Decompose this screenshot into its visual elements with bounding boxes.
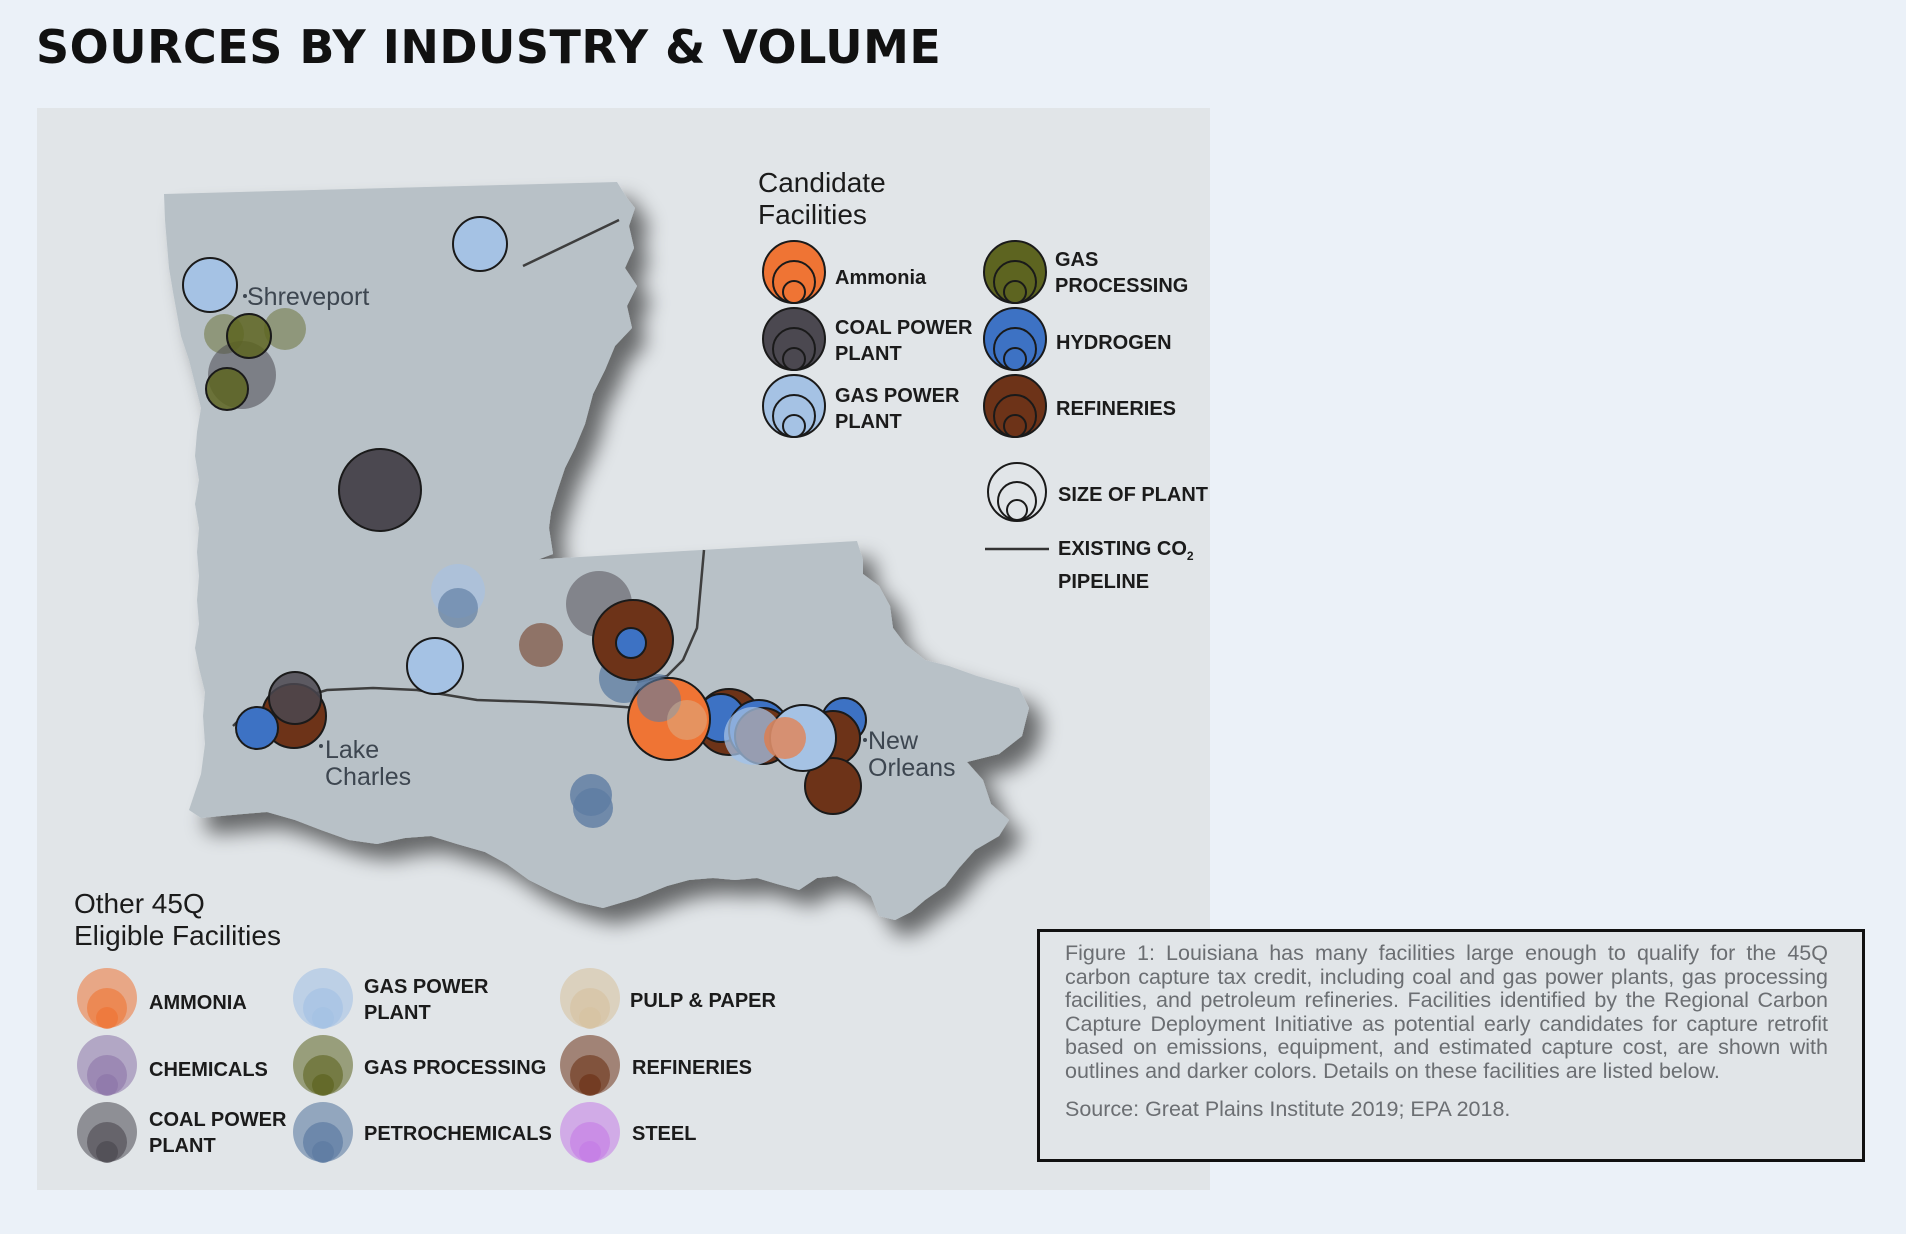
legend-other-refineries-icon [560, 1035, 620, 1096]
other-legend-label-pulp-paper: PULP & PAPER [630, 990, 776, 1012]
candidate-legend-title: Candidate Facilities [758, 167, 886, 231]
legend-label-ammonia: Ammonia [835, 267, 927, 289]
facility-pulp-paper [667, 700, 707, 740]
facility-gas-processing [205, 367, 249, 411]
legend-ammonia-icon [762, 240, 826, 304]
legend-other-chemicals-icon [77, 1035, 137, 1096]
legend-hydrogen-icon [983, 307, 1047, 371]
other-legend-symbols [77, 968, 620, 1163]
legend-other-pulp-paper-icon [560, 968, 620, 1029]
legend-gas-power-icon [762, 374, 826, 438]
other-legend-label-coal-power-line2: PLANT [149, 1135, 216, 1157]
city-shreveport: Shreveport [247, 283, 369, 311]
other-legend-title-line2: Eligible Facilities [74, 920, 281, 951]
figure-caption: Figure 1: Louisiana has many facilities … [1037, 929, 1865, 1162]
legend-label-coal-power-line1: COAL POWER [835, 317, 973, 339]
page-title: SOURCES BY INDUSTRY & VOLUME [36, 20, 942, 74]
other-legend-label-chemicals: CHEMICALS [149, 1059, 268, 1081]
legend-label-coal-power-line2: PLANT [835, 343, 902, 365]
facility-petrochemicals [438, 588, 478, 628]
facility-refineries [804, 757, 862, 815]
facility-petrochemicals [573, 788, 613, 828]
candidate-legend-title-line1: Candidate [758, 167, 886, 198]
lake-charles-dot [319, 744, 323, 748]
legend-label-pipeline-line2: PIPELINE [1058, 571, 1150, 593]
facility-hydrogen [615, 627, 647, 659]
legend-label-gas-processing: GAS PROCESSING [1055, 247, 1188, 299]
legend-label-gas-power-line1: GAS POWER [835, 385, 960, 407]
caption-text: Figure 1: Louisiana has many facilities … [1065, 941, 1828, 1083]
facility-gas-power [452, 216, 508, 272]
shreveport-dot [243, 294, 247, 298]
other-legend-label-refineries: REFINERIES [632, 1057, 753, 1079]
legend-label-hydrogen: HYDROGEN [1056, 332, 1172, 354]
facility-gas-power [724, 707, 782, 765]
legend-label-pipeline: EXISTING CO2 PIPELINE [1058, 536, 1194, 595]
other-legend-label-petrochemicals: PETROCHEMICALS [364, 1123, 552, 1145]
legend-label-pipeline-line1: EXISTING CO2 [1058, 536, 1194, 569]
facility-gas-power [182, 257, 238, 313]
facility-gas-processing [264, 308, 306, 350]
map-panel: Shreveport Lake Charles New Orleans [37, 108, 1210, 1190]
legend-label-gas-power-line2: PLANT [835, 411, 902, 433]
other-legend-label-steel: STEEL [632, 1123, 697, 1145]
city-new-orleans-line2: Orleans [868, 754, 956, 782]
other-legend-title: Other 45Q Eligible Facilities [74, 888, 281, 952]
legend-other-ammonia-icon [77, 968, 137, 1029]
legend-other-coal-power-icon [77, 1102, 137, 1163]
caption-source: Source: Great Plains Institute 2019; EPA… [1065, 1097, 1511, 1121]
other-legend-title-line1: Other 45Q [74, 888, 205, 919]
facility-hydrogen [235, 706, 279, 750]
legend-label-gas-processing-line1: GAS [1055, 249, 1099, 271]
city-lake-charles-line2: Charles [325, 763, 411, 791]
legend-label-pipeline-subscript: 2 [1186, 549, 1194, 563]
legend-label-size-of-plant: SIZE OF PLANT [1058, 484, 1208, 506]
other-legend-label-coal-power: COAL POWER PLANT [149, 1107, 286, 1159]
legend-other-gas-power-icon [293, 968, 353, 1029]
facility-petrochemicals [637, 678, 681, 722]
new-orleans-dot [863, 738, 867, 742]
facility-gas-power [406, 637, 464, 695]
legend-label-pipeline-text: EXISTING CO [1058, 538, 1187, 560]
other-legend-label-coal-power-line1: COAL POWER [149, 1109, 287, 1131]
facility-ammonia [764, 717, 806, 759]
candidate-legend-title-line2: Facilities [758, 199, 867, 230]
city-lake-charles-line1: Lake [325, 736, 379, 764]
legend-other-steel-icon [560, 1102, 620, 1163]
city-new-orleans-line1: New [868, 727, 919, 755]
facility-coal-power [268, 671, 322, 725]
other-legend-label-gas-processing: GAS PROCESSING [364, 1057, 547, 1079]
legend-refineries-icon [983, 374, 1047, 438]
candidate-legend-symbols [762, 240, 1049, 551]
legend-label-gas-processing-line2: PROCESSING [1055, 275, 1189, 297]
facility-coal-power [338, 448, 422, 532]
other-legend-label-gas-power-line2: PLANT [364, 1002, 431, 1024]
facility-gas-processing [226, 313, 272, 359]
legend-size-of-plant-icon [987, 462, 1047, 522]
louisiana-map: Shreveport Lake Charles New Orleans [77, 182, 1049, 1163]
facility-refineries [519, 623, 563, 667]
legend-other-gas-processing-icon [293, 1035, 353, 1096]
other-legend-label-gas-power: GAS POWER PLANT [364, 974, 488, 1026]
other-legend-label-gas-power-line1: GAS POWER [364, 976, 489, 998]
other-legend-label-ammonia: AMMONIA [149, 992, 247, 1014]
other-facilities-overlay [637, 678, 806, 765]
legend-other-petrochemicals-icon [293, 1102, 353, 1163]
legend-coal-power-icon [762, 307, 826, 371]
legend-label-refineries: REFINERIES [1056, 398, 1177, 420]
legend-label-gas-power: GAS POWER PLANT [835, 383, 959, 435]
legend-gas-processing-icon [983, 240, 1047, 304]
legend-label-coal-power: COAL POWER PLANT [835, 315, 972, 367]
